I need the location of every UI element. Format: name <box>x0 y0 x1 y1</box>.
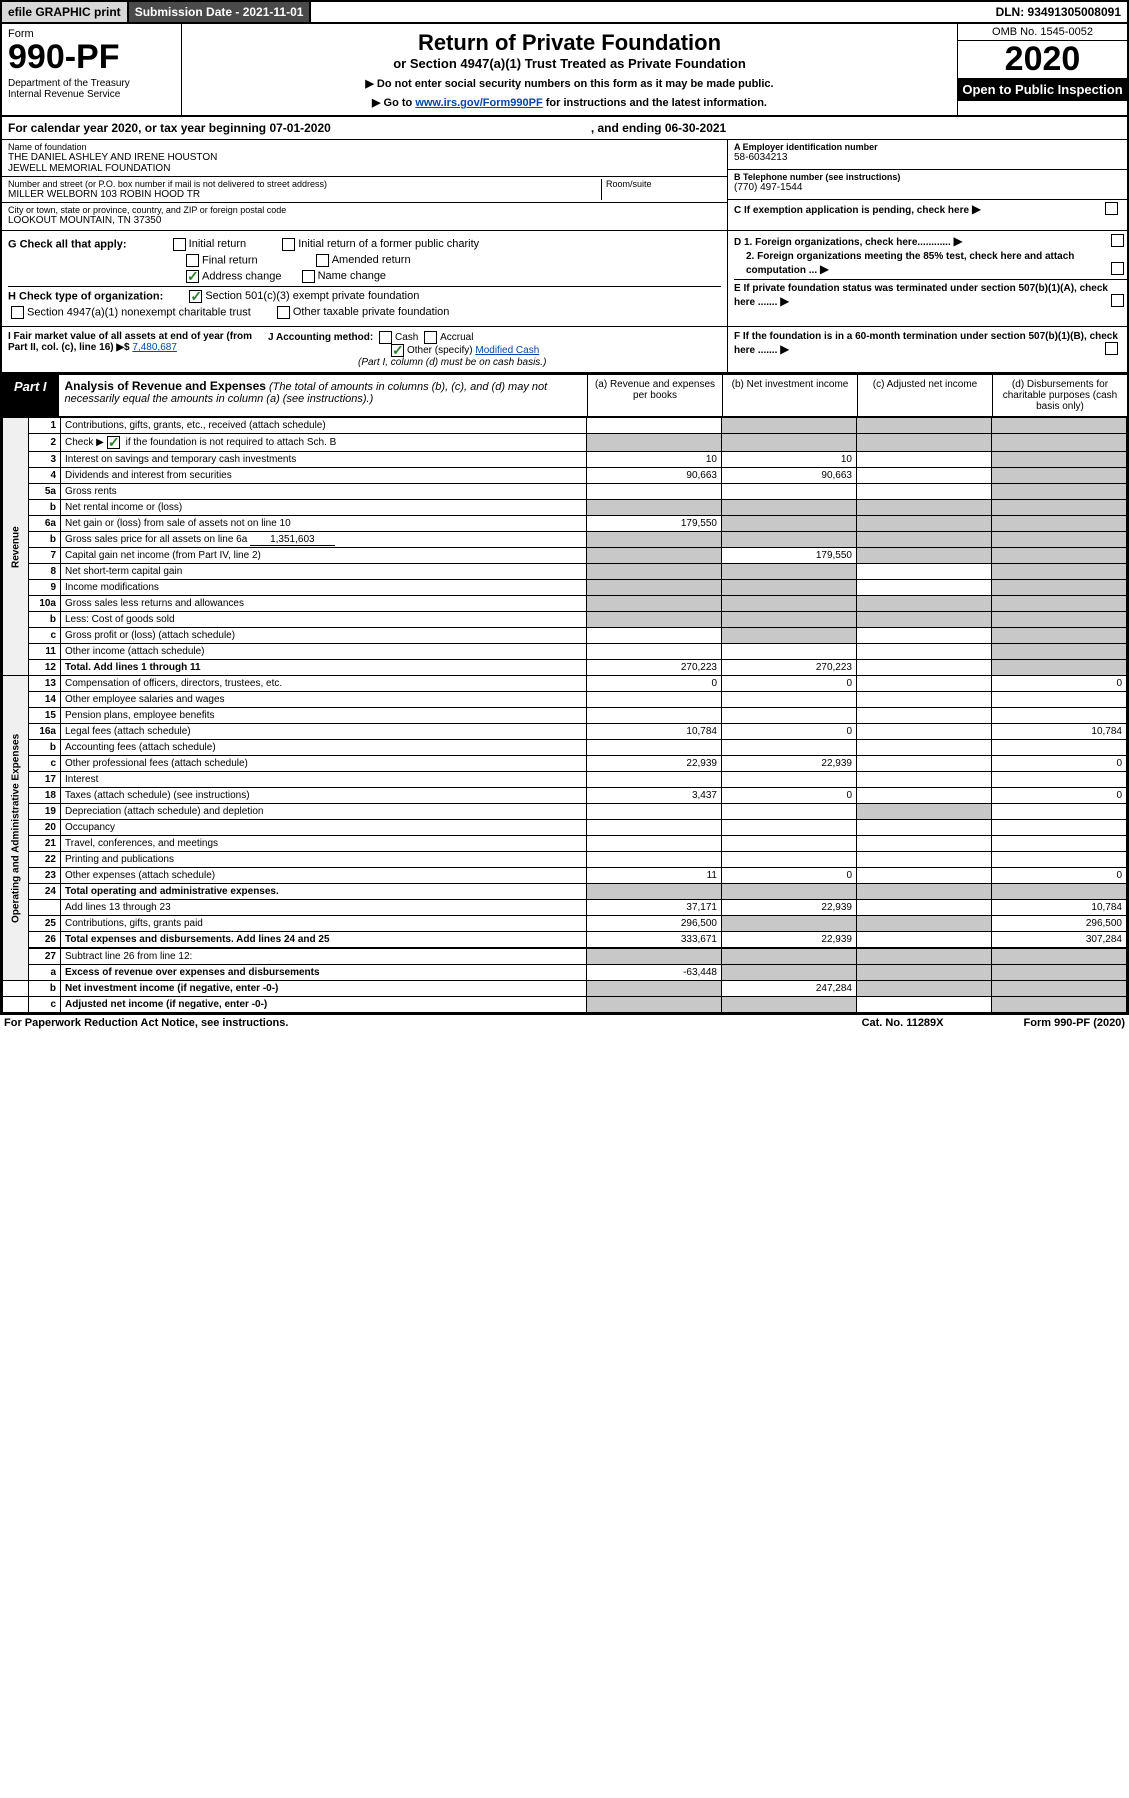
schb-checkbox[interactable] <box>107 436 120 449</box>
form-subtitle: or Section 4947(a)(1) Trust Treated as P… <box>188 56 951 71</box>
foundation-name: THE DANIEL ASHLEY AND IRENE HOUSTON JEWE… <box>8 152 721 174</box>
g-label: G Check all that apply: <box>8 238 127 250</box>
form-number: 990-PF <box>8 40 175 74</box>
other-method-checkbox[interactable] <box>391 344 404 357</box>
c-label: C If exemption application is pending, c… <box>734 205 969 216</box>
paperwork-notice: For Paperwork Reduction Act Notice, see … <box>4 1017 288 1029</box>
i-value[interactable]: 7,480,687 <box>132 342 177 353</box>
city-label: City or town, state or province, country… <box>8 205 721 215</box>
e-label: E If private foundation status was termi… <box>734 283 1108 308</box>
e-checkbox[interactable] <box>1111 294 1124 307</box>
initial-return-checkbox[interactable] <box>173 238 186 251</box>
h-label: H Check type of organization: <box>8 290 163 302</box>
foundation-city: LOOKOUT MOUNTAIN, TN 37350 <box>8 215 721 226</box>
efile-label: efile GRAPHIC print <box>2 2 129 22</box>
top-bar: efile GRAPHIC print Submission Date - 20… <box>2 2 1127 24</box>
open-inspection: Open to Public Inspection <box>958 78 1127 101</box>
nonexempt-checkbox[interactable] <box>11 306 24 319</box>
col-a-header: (a) Revenue and expenses per books <box>587 375 722 416</box>
cash-basis-note: (Part I, column (d) must be on cash basi… <box>358 357 546 368</box>
calendar-year-row: For calendar year 2020, or tax year begi… <box>2 117 1127 140</box>
part1-tag: Part I <box>2 375 59 416</box>
instructions-link[interactable]: www.irs.gov/Form990PF <box>415 97 542 109</box>
omb-number: OMB No. 1545-0052 <box>958 24 1127 41</box>
page-footer: For Paperwork Reduction Act Notice, see … <box>0 1015 1129 1031</box>
d1-checkbox[interactable] <box>1111 234 1124 247</box>
i-label: I Fair market value of all assets at end… <box>8 331 252 353</box>
addr-label: Number and street (or P.O. box number if… <box>8 179 601 189</box>
form-title: Return of Private Foundation <box>188 30 951 56</box>
accrual-checkbox[interactable] <box>424 331 437 344</box>
j-label: J Accounting method: <box>268 332 373 343</box>
room-label: Room/suite <box>606 179 721 189</box>
dln-label: DLN: 93491305008091 <box>990 2 1127 22</box>
d2-checkbox[interactable] <box>1111 262 1124 275</box>
f-label: F If the foundation is in a 60-month ter… <box>734 331 1118 356</box>
name-change-checkbox[interactable] <box>302 270 315 283</box>
part1-header: Part I Analysis of Revenue and Expenses … <box>2 373 1127 417</box>
form-header: Form 990-PF Department of the Treasury I… <box>2 24 1127 117</box>
department: Department of the Treasury Internal Reve… <box>8 78 175 100</box>
f-checkbox[interactable] <box>1105 342 1118 355</box>
part1-table: Revenue 1Contributions, gifts, grants, e… <box>2 417 1127 1013</box>
tel-label: B Telephone number (see instructions) <box>734 172 1121 182</box>
note-ssn: ▶ Do not enter social security numbers o… <box>188 77 951 90</box>
ein-label: A Employer identification number <box>734 142 1121 152</box>
submission-date: Submission Date - 2021-11-01 <box>129 2 312 22</box>
d1-label: D 1. Foreign organizations, check here..… <box>734 237 951 248</box>
cat-number: Cat. No. 11289X <box>862 1017 944 1029</box>
col-b-header: (b) Net investment income <box>722 375 857 416</box>
final-return-checkbox[interactable] <box>186 254 199 267</box>
expenses-label: Operating and Administrative Expenses <box>3 676 29 981</box>
amended-return-checkbox[interactable] <box>316 254 329 267</box>
col-c-header: (c) Adjusted net income <box>857 375 992 416</box>
initial-former-checkbox[interactable] <box>282 238 295 251</box>
name-label: Name of foundation <box>8 142 721 152</box>
gross-sales-value: 1,351,603 <box>250 534 335 546</box>
info-block: Name of foundation THE DANIEL ASHLEY AND… <box>2 140 1127 231</box>
c-checkbox[interactable] <box>1105 202 1118 215</box>
other-taxable-checkbox[interactable] <box>277 306 290 319</box>
d2-label: 2. Foreign organizations meeting the 85%… <box>746 251 1074 276</box>
col-d-header: (d) Disbursements for charitable purpose… <box>992 375 1127 416</box>
form-ref: Form 990-PF (2020) <box>1024 1017 1125 1029</box>
note-goto: ▶ Go to www.irs.gov/Form990PF for instru… <box>188 96 951 109</box>
ein-value: 58-6034213 <box>734 152 1121 163</box>
other-method-value: Modified Cash <box>475 345 539 356</box>
cash-checkbox[interactable] <box>379 331 392 344</box>
501c3-checkbox[interactable] <box>189 290 202 303</box>
foundation-address: MILLER WELBORN 103 ROBIN HOOD TR <box>8 189 601 200</box>
address-change-checkbox[interactable] <box>186 270 199 283</box>
revenue-label: Revenue <box>3 418 29 676</box>
part1-title: Analysis of Revenue and Expenses <box>65 379 266 393</box>
tax-year: 2020 <box>958 41 1127 78</box>
tel-value: (770) 497-1544 <box>734 182 1121 193</box>
form-container: efile GRAPHIC print Submission Date - 20… <box>0 0 1129 1015</box>
